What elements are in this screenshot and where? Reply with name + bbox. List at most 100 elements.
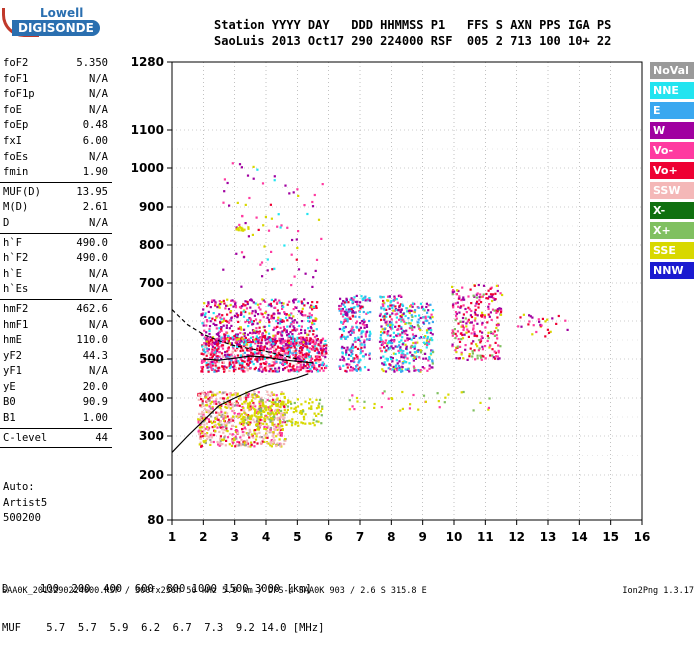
echo-point	[290, 346, 293, 349]
echo-point	[296, 321, 299, 324]
echo-point	[409, 305, 412, 308]
echo-point	[365, 325, 369, 328]
echo-point	[270, 305, 273, 308]
param-row: h`F 490.0	[0, 236, 112, 252]
echo-point	[414, 309, 417, 312]
echo-point	[208, 410, 212, 413]
echo-point	[236, 347, 239, 350]
echo-point	[321, 183, 324, 186]
echo-point	[497, 344, 500, 347]
echo-point	[211, 364, 214, 367]
echo-point	[431, 320, 434, 324]
echo-point	[369, 332, 372, 335]
echo-point	[496, 316, 499, 319]
echo-point	[231, 394, 234, 397]
echo-point	[217, 338, 220, 341]
echo-point	[300, 403, 303, 406]
echo-point	[238, 337, 241, 341]
echo-point	[410, 326, 413, 329]
echo-point	[411, 305, 414, 308]
echo-point	[265, 347, 269, 350]
echo-point	[247, 432, 250, 435]
echo-point	[281, 330, 284, 333]
param-name: foF1p	[3, 88, 35, 101]
param-name: fmin	[3, 166, 29, 179]
echo-point	[470, 332, 473, 335]
echo-point	[477, 349, 480, 352]
echo-point	[412, 341, 415, 345]
echo-point	[426, 343, 429, 347]
echo-point	[478, 339, 481, 342]
echo-point	[395, 316, 398, 319]
echo-point	[278, 422, 282, 425]
echo-point	[226, 350, 229, 353]
echo-point	[380, 350, 383, 353]
echo-point	[239, 444, 242, 447]
echo-point	[397, 349, 400, 352]
echo-point	[244, 222, 247, 225]
echo-point	[426, 337, 429, 340]
echo-point	[394, 325, 397, 328]
echo-point	[351, 314, 354, 317]
echo-point	[230, 427, 233, 431]
echo-point	[478, 299, 481, 302]
echo-point	[256, 423, 259, 426]
echo-point	[267, 229, 271, 232]
echo-point	[288, 316, 291, 319]
x-tick-label: 16	[634, 530, 651, 544]
param-row: foF1 N/A	[0, 72, 112, 88]
echo-point	[291, 335, 294, 338]
echo-point	[298, 332, 301, 335]
echo-point	[462, 357, 465, 360]
echo-point	[324, 348, 328, 352]
echo-point	[234, 430, 237, 434]
echo-point	[276, 370, 279, 373]
echo-point	[243, 341, 246, 344]
echo-point	[273, 179, 276, 182]
echo-point	[274, 367, 277, 370]
echo-point	[310, 305, 313, 309]
echo-point	[290, 342, 293, 345]
echo-point	[427, 315, 430, 318]
polarization-legend: NoVal NNE E W Vo- Vo+ SSW X- X+ SSE NNW	[650, 62, 694, 282]
echo-point	[269, 405, 272, 408]
echo-point	[289, 400, 292, 403]
echo-point	[220, 404, 223, 407]
echo-point	[469, 347, 472, 350]
echo-point	[259, 416, 262, 419]
x-tick-label: 11	[477, 530, 494, 544]
echo-point	[268, 418, 271, 421]
echo-point	[224, 416, 227, 419]
echo-point	[282, 320, 285, 323]
param-value: N/A	[89, 150, 108, 163]
echo-point	[234, 301, 237, 304]
param-row: h`F2 490.0	[0, 251, 112, 267]
echo-point	[211, 341, 214, 344]
param-row: yF2 44.3	[0, 349, 112, 365]
echo-point	[395, 298, 398, 301]
echo-point	[289, 362, 292, 365]
echo-point	[234, 358, 237, 361]
echo-point	[301, 310, 304, 313]
echo-point	[399, 315, 402, 318]
echo-point	[270, 445, 273, 448]
echo-point	[343, 346, 346, 350]
echo-point	[303, 304, 306, 307]
echo-point	[306, 346, 309, 349]
echo-point	[387, 348, 390, 351]
echo-point	[291, 320, 294, 323]
echo-point	[305, 345, 308, 348]
echo-point	[424, 400, 427, 403]
echo-point	[220, 317, 223, 321]
echo-point	[215, 411, 218, 414]
echo-point	[262, 224, 265, 227]
echo-point	[296, 421, 299, 424]
echo-point	[222, 400, 226, 403]
echo-point	[321, 407, 324, 410]
echo-point	[256, 428, 259, 431]
echo-point	[235, 437, 238, 440]
echo-point	[298, 369, 301, 372]
echo-point	[233, 404, 236, 407]
param-row: foEs N/A	[0, 150, 112, 166]
echo-point	[277, 411, 280, 415]
